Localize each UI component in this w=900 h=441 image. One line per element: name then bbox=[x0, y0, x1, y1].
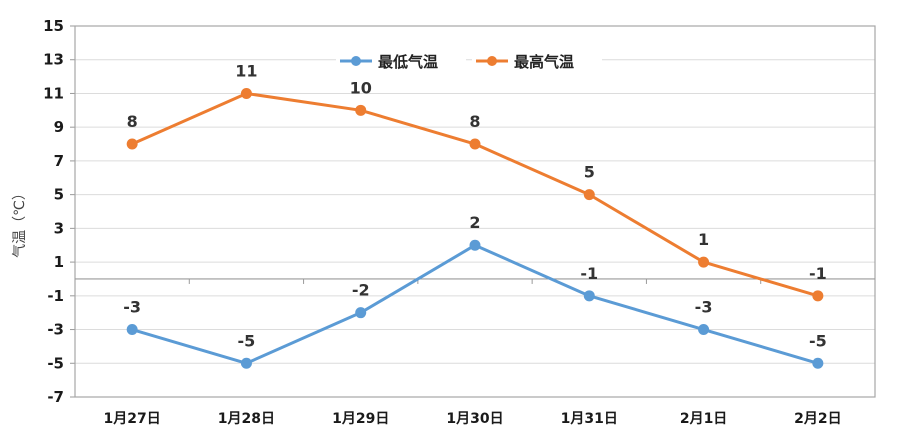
y-tick-label: -7 bbox=[47, 388, 64, 406]
legend-item: 最低气温 bbox=[336, 48, 466, 74]
series-max-temp: 8 11 10 8 5 1 -1 bbox=[126, 61, 827, 302]
data-value-label: -3 bbox=[695, 298, 713, 317]
data-value-label: 8 bbox=[127, 112, 138, 131]
data-point-marker bbox=[698, 324, 710, 336]
data-value-label: 2 bbox=[469, 213, 480, 232]
data-point-marker bbox=[812, 290, 824, 302]
data-value-label: 11 bbox=[235, 61, 257, 80]
x-category-label: 2月1日 bbox=[680, 411, 727, 427]
data-value-label: -3 bbox=[123, 298, 141, 317]
data-value-label: 1 bbox=[698, 230, 709, 249]
y-tick-label: 15 bbox=[43, 17, 64, 35]
legend-item: 最高气温 bbox=[472, 48, 602, 74]
x-category-label: 1月30日 bbox=[446, 411, 503, 427]
x-category-label: 1月27日 bbox=[104, 411, 161, 427]
x-axis-category-labels: 1月27日 1月28日 1月29日 1月30日 1月31日 2月1日 2月2日 bbox=[104, 411, 842, 427]
y-axis-title: 气温（℃） bbox=[12, 186, 28, 258]
data-value-label: 8 bbox=[469, 112, 480, 131]
legend-marker-icon bbox=[487, 56, 497, 66]
data-value-label: -5 bbox=[809, 331, 827, 350]
data-value-label: 10 bbox=[350, 78, 372, 97]
y-tick-label: 3 bbox=[54, 219, 64, 237]
gridlines bbox=[75, 25, 875, 398]
y-tick-label: -1 bbox=[47, 287, 64, 305]
data-point-marker bbox=[355, 104, 367, 116]
y-tick-label: 1 bbox=[54, 253, 64, 271]
axes bbox=[70, 25, 876, 398]
data-point-marker bbox=[240, 87, 252, 99]
y-tick-label: 9 bbox=[54, 118, 64, 136]
y-tick-label: 11 bbox=[43, 84, 64, 102]
data-value-label: -1 bbox=[809, 264, 827, 283]
data-point-marker bbox=[126, 138, 138, 150]
plot-area-frame bbox=[74, 25, 876, 398]
data-point-marker bbox=[812, 357, 824, 369]
legend: 最低气温 最高气温 bbox=[336, 48, 602, 74]
data-point-marker bbox=[469, 138, 481, 150]
x-category-label: 1月31日 bbox=[561, 411, 618, 427]
data-value-label: 5 bbox=[584, 163, 595, 182]
y-tick-label: 7 bbox=[54, 152, 64, 170]
data-point-marker bbox=[355, 307, 367, 319]
x-category-label: 1月29日 bbox=[332, 411, 389, 427]
data-point-marker bbox=[240, 357, 252, 369]
data-point-marker bbox=[583, 290, 595, 302]
y-axis-tick-labels: 15 13 11 9 7 5 3 1 -1 -3 -5 -7 bbox=[43, 17, 64, 406]
data-value-label: -1 bbox=[580, 264, 598, 283]
data-point-marker bbox=[583, 189, 595, 201]
series-line bbox=[131, 243, 819, 365]
data-series: -3 -5 -2 2 -1 -3 -5 8 11 10 8 5 1 -1 bbox=[123, 61, 827, 369]
data-point-marker bbox=[126, 324, 138, 336]
legend-label: 最高气温 bbox=[514, 53, 574, 71]
y-tick-label: 5 bbox=[54, 186, 64, 204]
x-category-label: 1月28日 bbox=[218, 411, 275, 427]
y-tick-label: -3 bbox=[47, 321, 64, 339]
y-tick-label: -5 bbox=[47, 354, 64, 372]
data-value-label: -2 bbox=[352, 281, 370, 300]
series-min-temp: -3 -5 -2 2 -1 -3 -5 bbox=[123, 213, 827, 369]
x-category-label: 2月2日 bbox=[794, 411, 841, 427]
y-tick-label: 13 bbox=[43, 51, 64, 69]
data-value-label: -5 bbox=[238, 331, 256, 350]
legend-marker-icon bbox=[351, 56, 361, 66]
data-point-marker bbox=[469, 239, 481, 251]
data-point-marker bbox=[698, 256, 710, 268]
legend-label: 最低气温 bbox=[378, 53, 438, 71]
